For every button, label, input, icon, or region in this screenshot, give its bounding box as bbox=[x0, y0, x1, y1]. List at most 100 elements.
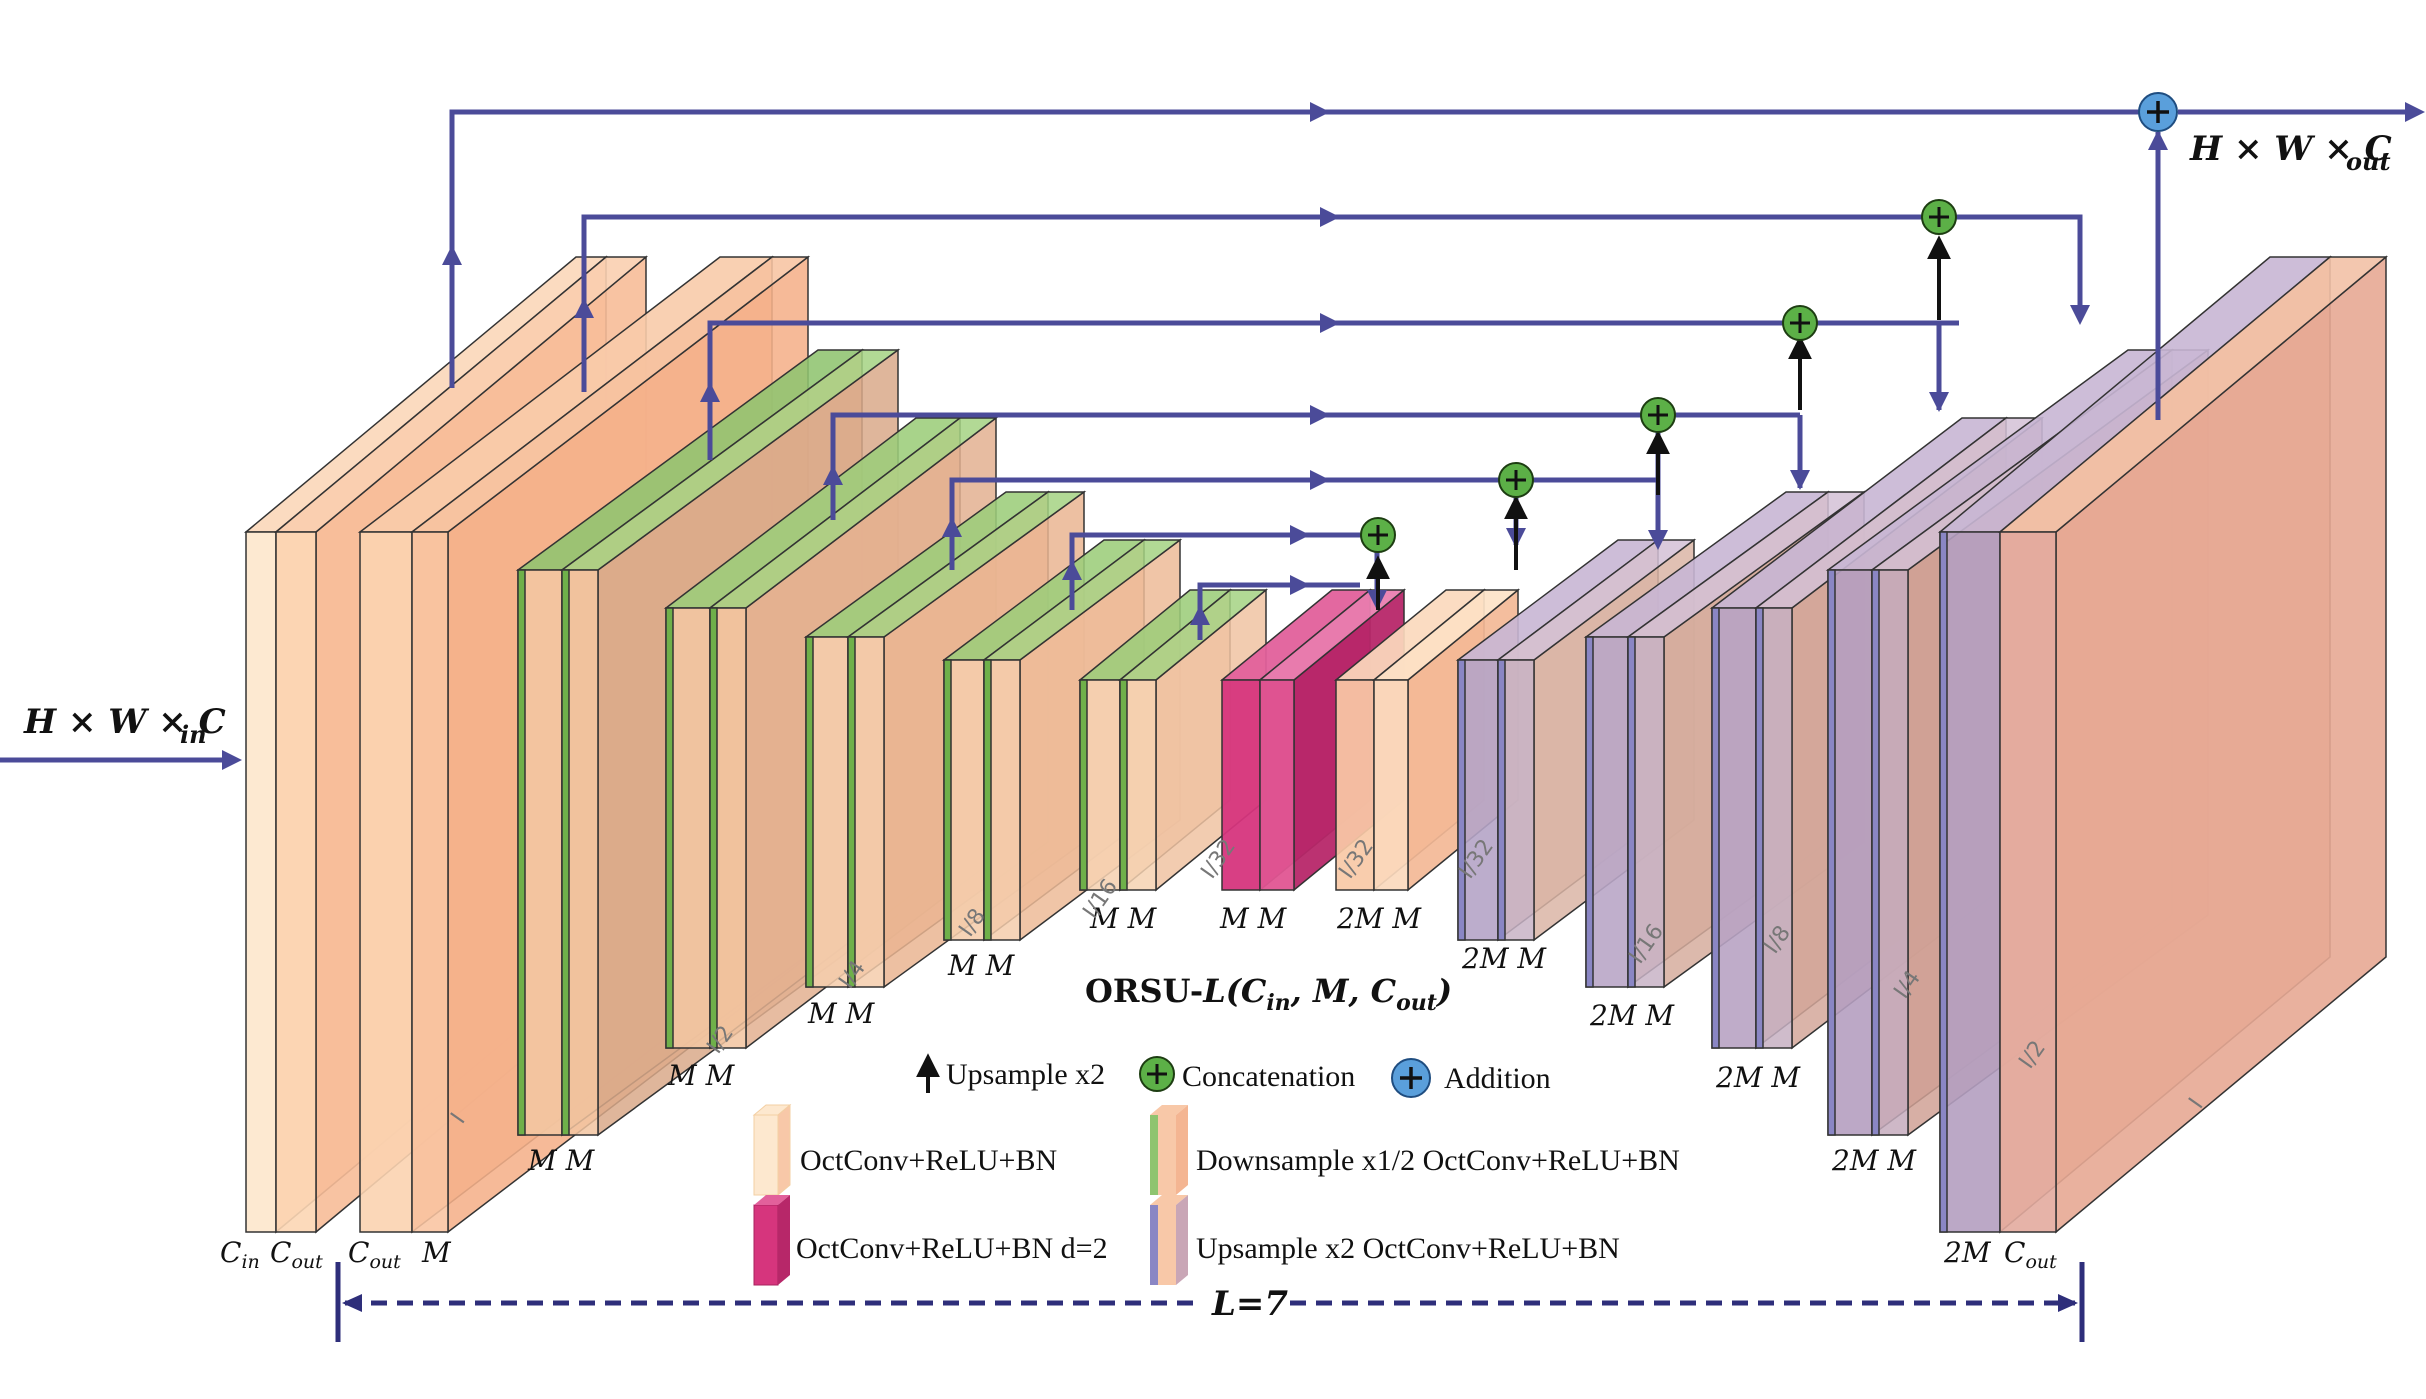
title-in: in bbox=[1266, 990, 1290, 1016]
skip-arrowhead bbox=[1310, 405, 1330, 425]
legend-upsample-label: Upsample x2 bbox=[946, 1058, 1105, 1091]
block-front-face bbox=[411, 531, 449, 1233]
label-cin-sub: in bbox=[241, 1251, 259, 1273]
input-arrowhead bbox=[222, 750, 242, 770]
dilated-swatch bbox=[753, 1195, 790, 1286]
block-front-face bbox=[1373, 679, 1409, 891]
label-cout-3-sub: out bbox=[2025, 1251, 2057, 1273]
skip-arrowhead bbox=[1320, 207, 1340, 227]
skip-arrowhead bbox=[942, 517, 962, 537]
block-front-face bbox=[245, 531, 277, 1233]
label-mm-6: M M bbox=[1219, 902, 1288, 935]
label-2mm-1: 2M M bbox=[1336, 902, 1422, 935]
octconv-swatch bbox=[752, 1103, 792, 1197]
skip-arrowhead bbox=[1929, 392, 1949, 412]
legend-octconv-label: OctConv+ReLU+BN bbox=[800, 1144, 1057, 1177]
concatenation-icon bbox=[1640, 397, 1676, 433]
label-cout-1-sub: out bbox=[291, 1251, 323, 1273]
block-stripe bbox=[983, 659, 992, 941]
output-subscript: out bbox=[2346, 147, 2391, 176]
block-stripe bbox=[665, 607, 674, 1049]
skip-arrowhead bbox=[1320, 313, 1340, 333]
skip-arrowhead bbox=[1310, 470, 1330, 490]
legend: Upsample x2 Concatenation Addition OctCo… bbox=[752, 1053, 1680, 1286]
skip-arrowhead bbox=[1062, 560, 1082, 580]
label-mm-2: M M bbox=[667, 1059, 736, 1092]
input-dims: H × W × C bbox=[23, 702, 226, 742]
dimension-arrow-left bbox=[342, 1294, 362, 1312]
label-cout-2-sub: out bbox=[369, 1251, 401, 1273]
legend-downsample: Downsample x1/2 OctConv+ReLU+BN bbox=[1150, 1105, 1680, 1195]
block-stripe bbox=[1755, 607, 1764, 1049]
label-m-first: M bbox=[421, 1236, 452, 1269]
label-cout-2: C bbox=[348, 1236, 369, 1269]
legend-addition: Addition bbox=[1391, 1058, 1551, 1098]
block-stripe bbox=[517, 569, 526, 1136]
legend-dilated-label: OctConv+ReLU+BN d=2 bbox=[796, 1232, 1108, 1265]
skip-arrowhead bbox=[2070, 305, 2090, 325]
label-mm-3: M M bbox=[807, 997, 876, 1030]
concatenation-icon bbox=[1782, 305, 1818, 341]
skip-arrowhead bbox=[1290, 575, 1310, 595]
block-stripe bbox=[1079, 679, 1088, 891]
block-stripe bbox=[709, 607, 718, 1049]
diagram-title: ORSU-L(Cin, M, Cout) bbox=[1085, 972, 1452, 1016]
legend-octconv: OctConv+ReLU+BN bbox=[752, 1103, 1057, 1197]
title-mid: , M, C bbox=[1290, 972, 1397, 1010]
depth-value: L=7 bbox=[1211, 1284, 1288, 1324]
skip-line-level-1 bbox=[449, 109, 2158, 388]
skip-arrowhead bbox=[574, 298, 594, 318]
dimension-arrow-right bbox=[2058, 1294, 2078, 1312]
label-2mm-2: 2M M bbox=[1461, 942, 1547, 975]
skip-arrowhead bbox=[1648, 530, 1668, 550]
concatenation-icon bbox=[1360, 517, 1396, 553]
concatenation-icon bbox=[1139, 1056, 1175, 1092]
legend-dilated: OctConv+ReLU+BN d=2 bbox=[753, 1195, 1108, 1286]
label-cout-3: C bbox=[2004, 1236, 2025, 1269]
output-label: H × W × C out bbox=[2189, 129, 2392, 176]
legend-upsample-conv-label: Upsample x2 OctConv+ReLU+BN bbox=[1196, 1232, 1620, 1265]
output-dims: H × W × C bbox=[2189, 129, 2392, 169]
block-stripe bbox=[1711, 607, 1720, 1049]
legend-concatenation: Concatenation bbox=[1139, 1056, 1355, 1093]
block-stripe bbox=[1457, 659, 1466, 941]
label-2m-last: 2M bbox=[1943, 1236, 1992, 1269]
output-arrowhead bbox=[2405, 102, 2425, 122]
skip-connections bbox=[442, 102, 2425, 640]
block-stripe bbox=[1939, 531, 1948, 1233]
block-front-face bbox=[275, 531, 317, 1233]
legend-upsample-conv: Upsample x2 OctConv+ReLU+BN bbox=[1150, 1195, 1620, 1285]
label-cin: C bbox=[220, 1236, 241, 1269]
input-subscript: in bbox=[180, 720, 207, 749]
block-stripe bbox=[1627, 636, 1636, 988]
skip-line-level-6 bbox=[1069, 532, 1377, 610]
block-stripe bbox=[1827, 569, 1836, 1136]
title-out: out bbox=[1396, 990, 1437, 1016]
concatenation-icon bbox=[1498, 462, 1534, 498]
svg-text:Cin: Cin bbox=[220, 1236, 260, 1273]
legend-downsample-label: Downsample x1/2 OctConv+ReLU+BN bbox=[1196, 1144, 1680, 1177]
legend-upsample: Upsample x2 bbox=[916, 1053, 1105, 1093]
downsample-swatch bbox=[1150, 1105, 1188, 1195]
label-mm-5: M M bbox=[1089, 902, 1158, 935]
block-stripe bbox=[847, 636, 856, 988]
concatenation-icon bbox=[1921, 199, 1957, 235]
block-stripe bbox=[1585, 636, 1594, 988]
block-front-face bbox=[359, 531, 413, 1233]
block-stripe bbox=[805, 636, 814, 988]
label-2mm-3: 2M M bbox=[1589, 999, 1675, 1032]
title-L: L bbox=[1202, 972, 1226, 1010]
svg-text:ORSU-L(Cin, M, Cout): ORSU-L(Cin, M, Cout) bbox=[1085, 972, 1452, 1016]
input-label: H × W × C in bbox=[0, 702, 242, 770]
block-stripe bbox=[1871, 569, 1880, 1136]
label-mm-4: M M bbox=[947, 949, 1016, 982]
block-front-face bbox=[1999, 531, 2057, 1233]
concat-nodes bbox=[1360, 92, 2178, 553]
skip-arrowhead bbox=[823, 465, 843, 485]
block-front-face bbox=[1259, 679, 1295, 891]
block-labels: Cin Cout Cout M M M M M M M M M M M M M … bbox=[220, 902, 2057, 1273]
block-front-face bbox=[1939, 531, 2001, 1233]
svg-text:Cout: Cout bbox=[270, 1236, 323, 1273]
skip-arrowhead bbox=[1290, 525, 1310, 545]
